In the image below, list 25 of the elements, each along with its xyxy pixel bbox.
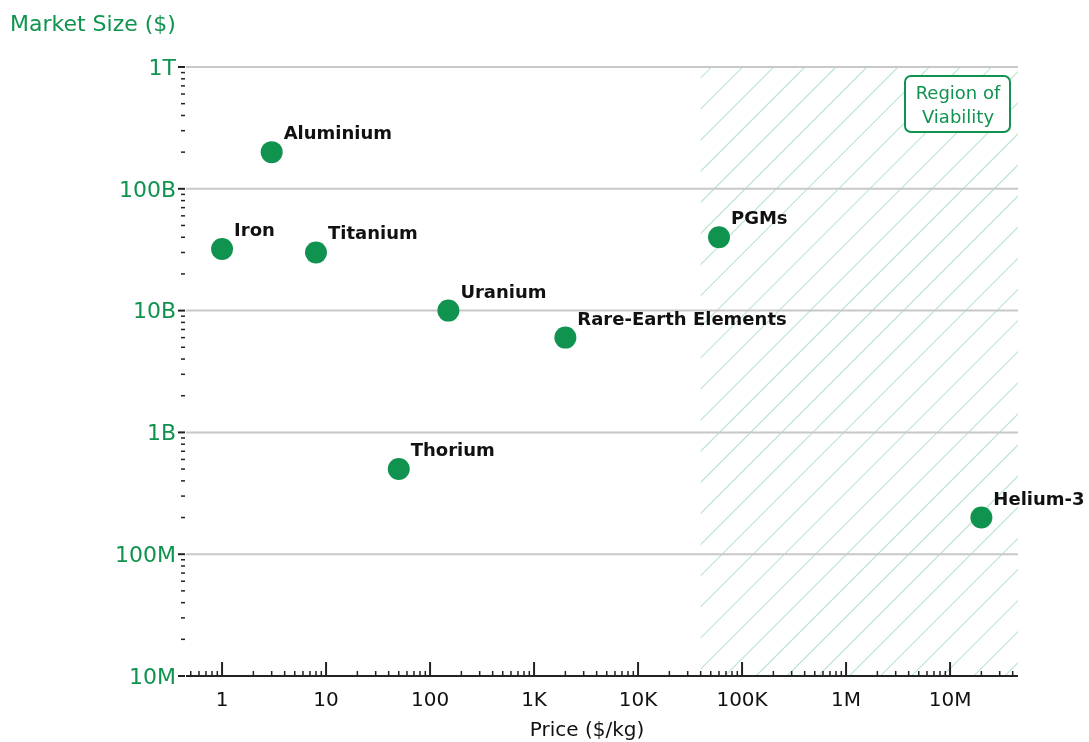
y-tick-label: 10B xyxy=(132,298,176,324)
annotation: PGMs xyxy=(730,207,788,229)
x-tick-label: 1 xyxy=(215,687,229,711)
y-tick-label: 100M xyxy=(115,541,176,567)
y-tick-label: 1T xyxy=(148,54,177,80)
x-tick-label: 10K xyxy=(618,687,659,711)
x-tick-label: 100 xyxy=(410,687,450,711)
x-tick-label: 10 xyxy=(313,687,339,711)
y-tick-label: 1B xyxy=(146,420,176,446)
annotation: Rare-Earth Elements xyxy=(577,307,787,329)
x-tick-label: 100K xyxy=(716,687,769,711)
x-tick-label: 1K xyxy=(521,687,548,711)
annotation: Uranium xyxy=(460,280,547,302)
annotation: Thorium xyxy=(410,439,495,461)
y-axis-title: Market Size ($) xyxy=(10,11,176,36)
annotation: Iron xyxy=(234,219,275,241)
y-tick-label: 10M xyxy=(129,663,176,689)
x-axis-title: Price ($/kg) xyxy=(529,717,645,741)
y-tick-label: 100B xyxy=(118,176,176,202)
annotation: Titanium xyxy=(327,222,418,244)
band-label: Region of Viability xyxy=(915,82,1001,127)
annotation: Helium-3 xyxy=(993,487,1085,509)
x-tick-label: 1M xyxy=(831,687,862,711)
x-tick-label: 10M xyxy=(928,687,972,711)
annotation: Aluminium xyxy=(283,122,393,144)
